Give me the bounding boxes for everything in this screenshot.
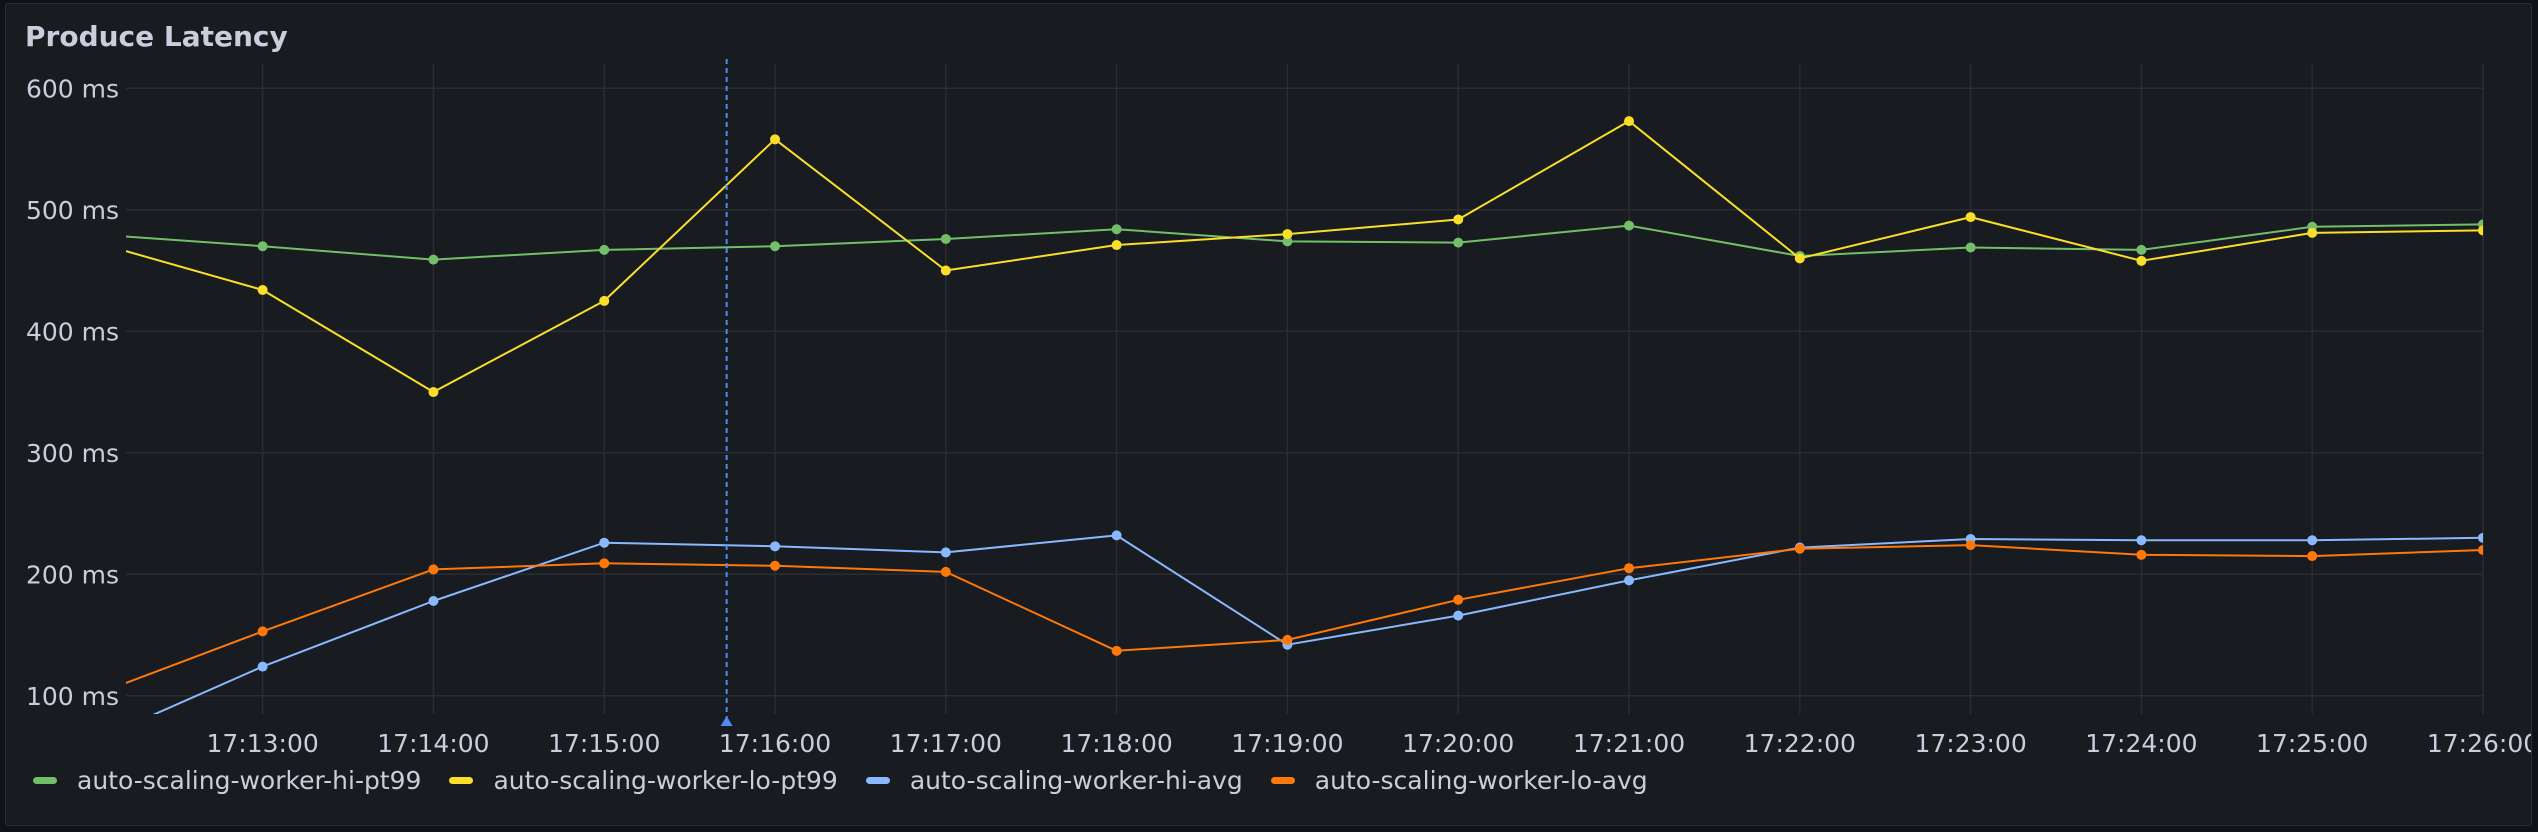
- x-tick-label: 17:14:00: [377, 729, 489, 758]
- data-point[interactable]: [1624, 116, 1635, 127]
- panel-title[interactable]: Produce Latency: [25, 20, 288, 53]
- x-tick-label: 17:17:00: [890, 729, 1002, 758]
- data-point[interactable]: [1453, 214, 1464, 225]
- data-point[interactable]: [2136, 255, 2147, 266]
- data-point[interactable]: [2136, 549, 2147, 560]
- data-point[interactable]: [2136, 535, 2147, 546]
- data-point[interactable]: [1453, 594, 1464, 605]
- x-tick-label: 17:24:00: [2085, 729, 2197, 758]
- data-point[interactable]: [770, 560, 781, 571]
- data-point[interactable]: [940, 566, 951, 577]
- data-point[interactable]: [940, 547, 951, 558]
- x-tick-label: 17:21:00: [1573, 729, 1685, 758]
- x-tick-label: 17:26:00: [2427, 729, 2532, 758]
- data-point[interactable]: [2307, 551, 2318, 562]
- legend-swatch-hi-avg: [865, 777, 890, 784]
- data-point[interactable]: [940, 233, 951, 244]
- data-point[interactable]: [428, 596, 439, 607]
- x-tick-label: 17:16:00: [719, 729, 831, 758]
- y-tick-label: 500 ms: [26, 196, 119, 225]
- data-point[interactable]: [257, 284, 268, 295]
- data-point[interactable]: [1624, 220, 1635, 231]
- x-tick-label: 17:18:00: [1060, 729, 1172, 758]
- data-point[interactable]: [1965, 242, 1976, 253]
- data-point[interactable]: [1111, 240, 1122, 251]
- data-point[interactable]: [1111, 530, 1122, 541]
- legend-label: auto-scaling-worker-lo-avg: [1314, 766, 1648, 795]
- data-point[interactable]: [2478, 544, 2488, 555]
- legend-label: auto-scaling-worker-hi-pt99: [77, 766, 422, 795]
- legend: auto-scaling-worker-hi-pt99 auto-scaling…: [33, 766, 1648, 795]
- data-point[interactable]: [2478, 225, 2488, 236]
- grid-lines: [126, 64, 2484, 714]
- data-point[interactable]: [599, 558, 610, 569]
- data-point[interactable]: [1624, 563, 1635, 574]
- data-point[interactable]: [257, 241, 268, 252]
- data-point[interactable]: [1111, 645, 1122, 656]
- data-point[interactable]: [1794, 543, 1805, 554]
- data-point[interactable]: [428, 387, 439, 398]
- legend-swatch-lo-pt99: [449, 777, 474, 784]
- data-point[interactable]: [1282, 229, 1293, 240]
- data-point[interactable]: [770, 241, 781, 252]
- crosshair: [720, 59, 733, 726]
- x-tick-label: 17:20:00: [1402, 729, 1514, 758]
- data-point[interactable]: [1965, 212, 1976, 223]
- legend-item-lo-avg[interactable]: auto-scaling-worker-lo-avg: [1270, 766, 1648, 795]
- data-point[interactable]: [770, 541, 781, 552]
- latency-chart[interactable]: 100 ms 200 ms 300 ms 400 ms 500 ms 600 ms 17:…: [6, 4, 2532, 764]
- series-lines: [126, 116, 2488, 714]
- x-tick-label: 17:22:00: [1744, 729, 1856, 758]
- data-point[interactable]: [1282, 236, 1293, 247]
- data-point[interactable]: [257, 661, 268, 672]
- data-point[interactable]: [428, 254, 439, 265]
- data-point[interactable]: [599, 295, 610, 306]
- data-point[interactable]: [1453, 610, 1464, 621]
- y-axis: 100 ms 200 ms 300 ms 400 ms 500 ms 600 ms: [26, 74, 119, 710]
- data-point[interactable]: [599, 537, 610, 548]
- legend-swatch-hi-pt99: [33, 777, 57, 784]
- legend-label: auto-scaling-worker-lo-pt99: [493, 766, 838, 795]
- data-point[interactable]: [1111, 224, 1122, 235]
- data-point[interactable]: [2136, 244, 2147, 255]
- legend-swatch-lo-avg: [1270, 777, 1295, 784]
- legend-item-lo-pt99[interactable]: auto-scaling-worker-lo-pt99: [449, 766, 838, 795]
- data-point[interactable]: [940, 265, 951, 276]
- latency-panel: Produce Latency 100 ms 200 ms 300 ms 400 ms…: [5, 3, 2532, 826]
- y-tick-label: 400 ms: [26, 317, 119, 346]
- data-point[interactable]: [2307, 227, 2318, 238]
- data-point[interactable]: [257, 626, 268, 637]
- y-tick-label: 100 ms: [26, 682, 119, 711]
- x-tick-label: 17:13:00: [206, 729, 318, 758]
- y-tick-label: 300 ms: [26, 439, 119, 468]
- x-tick-label: 17:15:00: [548, 729, 660, 758]
- crosshair-marker[interactable]: [720, 716, 733, 726]
- data-point[interactable]: [2478, 532, 2488, 543]
- data-point[interactable]: [428, 564, 439, 575]
- x-tick-label: 17:23:00: [1914, 729, 2026, 758]
- legend-item-hi-avg[interactable]: auto-scaling-worker-hi-avg: [865, 766, 1243, 795]
- data-point[interactable]: [599, 244, 610, 255]
- data-point[interactable]: [1794, 253, 1805, 264]
- legend-label: auto-scaling-worker-hi-avg: [909, 766, 1243, 795]
- data-point[interactable]: [770, 134, 781, 145]
- data-point[interactable]: [1282, 634, 1293, 645]
- x-tick-label: 17:25:00: [2256, 729, 2368, 758]
- y-tick-label: 600 ms: [26, 74, 119, 103]
- legend-item-hi-pt99[interactable]: auto-scaling-worker-hi-pt99: [33, 766, 421, 795]
- y-tick-label: 200 ms: [26, 560, 119, 589]
- data-point[interactable]: [2307, 535, 2318, 546]
- data-point[interactable]: [1453, 237, 1464, 248]
- x-axis: 17:13:00 17:14:00 17:15:00 17:16:00 17:17:00…: [206, 729, 2532, 758]
- data-point[interactable]: [1624, 575, 1635, 586]
- data-point[interactable]: [1965, 540, 1976, 551]
- x-tick-label: 17:19:00: [1231, 729, 1343, 758]
